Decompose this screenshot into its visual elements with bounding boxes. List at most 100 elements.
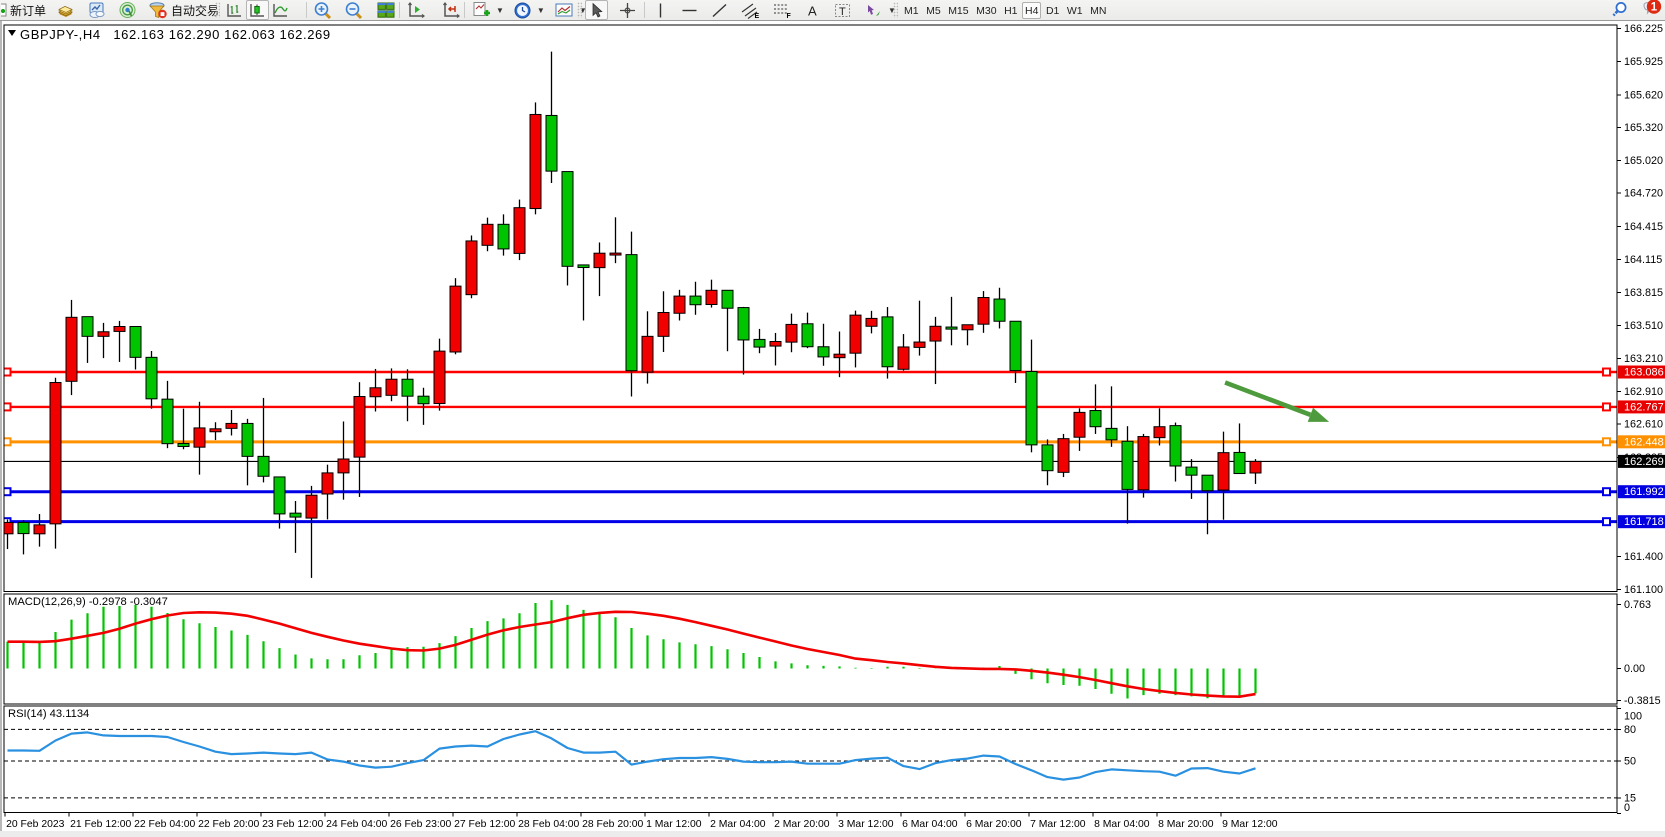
candle-37[interactable] [593, 242, 606, 297]
time-tick-label[interactable]: 8 Mar 20:00 [1158, 819, 1214, 830]
candle-27[interactable] [433, 338, 446, 411]
candle-40[interactable] [641, 311, 654, 384]
cursor-button[interactable] [585, 0, 608, 20]
price-line-handle-right-163.086[interactable] [1602, 367, 1611, 377]
timeframe-button-m1[interactable]: M1 [904, 4, 919, 17]
candle-64[interactable] [1025, 339, 1038, 453]
candle-29[interactable] [465, 235, 478, 299]
notifications-button[interactable]: 1 [1638, 0, 1662, 20]
candle-15[interactable] [241, 418, 254, 486]
candle-36[interactable] [577, 264, 590, 321]
search-button[interactable] [1608, 0, 1631, 20]
periods-dropdown-arrow[interactable]: ▼ [536, 5, 545, 15]
candle-41[interactable] [657, 291, 670, 352]
candle-6[interactable] [97, 322, 110, 359]
candle-66[interactable] [1057, 433, 1070, 478]
time-tick-label[interactable]: 22 Feb 04:00 [134, 819, 195, 830]
bar-chart-button[interactable] [223, 0, 246, 20]
vertical-line-button[interactable] [650, 0, 671, 20]
timeframe-button-mn[interactable]: MN [1090, 4, 1107, 17]
candle-53[interactable] [849, 310, 862, 368]
book-button[interactable] [53, 0, 78, 20]
toolbar-grip[interactable] [215, 2, 220, 18]
candle-5[interactable] [81, 316, 94, 363]
time-tick-label[interactable]: 1 Mar 12:00 [646, 819, 702, 830]
candle-70[interactable] [1121, 426, 1134, 524]
candle-11[interactable] [177, 408, 190, 450]
time-tick-label[interactable]: 24 Feb 04:00 [326, 819, 387, 830]
text-button[interactable]: A [802, 0, 824, 20]
shapes-dropdown-arrow[interactable]: ▼ [888, 5, 896, 15]
candle-67[interactable] [1073, 408, 1086, 451]
chart-shift-button[interactable] [438, 0, 465, 20]
horizontal-line-button[interactable] [678, 0, 701, 20]
candle-45[interactable] [721, 289, 734, 352]
time-tick-label[interactable]: 22 Feb 20:00 [198, 819, 259, 830]
time-tick-label[interactable]: 6 Mar 20:00 [966, 819, 1022, 830]
templates-dropdown-arrow[interactable]: ▼ [578, 5, 587, 15]
price-line-handle-right-161.718[interactable] [1602, 517, 1611, 527]
candle-32[interactable] [513, 199, 526, 261]
symbol-dropdown-arrow-icon[interactable] [8, 30, 16, 36]
shapes-button[interactable] [862, 0, 886, 20]
price-line-handle-right-162.448[interactable] [1602, 437, 1611, 447]
tile-windows-button[interactable] [373, 0, 399, 20]
autotrade-button[interactable]: 自动交易 [145, 0, 222, 20]
timeframe-button-m5[interactable]: M5 [926, 4, 941, 17]
candle-31[interactable] [497, 214, 510, 256]
candle-12[interactable] [193, 401, 206, 475]
timeframe-button-h1[interactable]: H1 [1004, 4, 1018, 17]
candle-14[interactable] [225, 409, 238, 436]
indicators-button[interactable] [468, 0, 494, 20]
timeframe-button-m15[interactable]: M15 [948, 4, 969, 17]
candle-44[interactable] [705, 279, 718, 308]
candle-21[interactable] [337, 421, 350, 500]
candle-48[interactable] [769, 332, 782, 366]
candle-54[interactable] [865, 310, 878, 334]
templates-button[interactable] [551, 0, 577, 20]
candle-47[interactable] [753, 328, 766, 354]
candle-26[interactable] [417, 387, 430, 425]
candle-52[interactable] [833, 331, 846, 378]
market-watch-button[interactable] [84, 0, 109, 20]
auto-scroll-button[interactable] [403, 0, 430, 20]
candle-8[interactable] [129, 325, 142, 370]
time-tick-label[interactable]: 28 Feb 04:00 [518, 819, 579, 830]
zoom-out-button[interactable] [341, 0, 367, 20]
time-tick-label[interactable]: 28 Feb 20:00 [582, 819, 643, 830]
time-tick-label[interactable]: 7 Mar 12:00 [1030, 819, 1086, 830]
candle-18[interactable] [289, 501, 302, 553]
candle-74[interactable] [1185, 459, 1198, 499]
trend-arrow-line[interactable] [1224, 380, 1312, 417]
candle-4[interactable] [65, 299, 78, 396]
timeframe-button-m30[interactable]: M30 [976, 4, 997, 17]
candle-57[interactable] [913, 300, 926, 356]
line-chart-button[interactable] [269, 0, 292, 20]
indicators-dropdown-arrow[interactable]: ▼ [496, 5, 504, 15]
price-line-handle-left-163.086[interactable] [4, 367, 12, 377]
candle-23[interactable] [369, 368, 382, 412]
candle-34[interactable] [545, 51, 558, 183]
candle-13[interactable] [209, 422, 222, 441]
candle-28[interactable] [449, 278, 462, 355]
candle-72[interactable] [1153, 408, 1166, 446]
candle-16[interactable] [257, 397, 270, 483]
new-order-button[interactable]: 新订单 [0, 0, 49, 20]
candle-20[interactable] [321, 464, 334, 520]
candle-3[interactable] [49, 377, 62, 549]
candle-56[interactable] [897, 334, 910, 371]
candle-55[interactable] [881, 307, 894, 379]
candle-19[interactable] [305, 485, 318, 578]
time-tick-label[interactable]: 2 Mar 20:00 [774, 819, 830, 830]
time-tick-label[interactable]: 26 Feb 23:00 [390, 819, 451, 830]
candle-49[interactable] [785, 313, 798, 353]
time-tick-label[interactable]: 20 Feb 2023 [6, 819, 65, 830]
time-tick-label[interactable]: 8 Mar 04:00 [1094, 819, 1150, 830]
candle-77[interactable] [1233, 423, 1246, 475]
price-line-handle-left-161.992[interactable] [4, 487, 12, 497]
candle-39[interactable] [625, 231, 638, 397]
candle-68[interactable] [1089, 384, 1102, 434]
candle-76[interactable] [1217, 431, 1230, 520]
candle-9[interactable] [145, 351, 158, 409]
